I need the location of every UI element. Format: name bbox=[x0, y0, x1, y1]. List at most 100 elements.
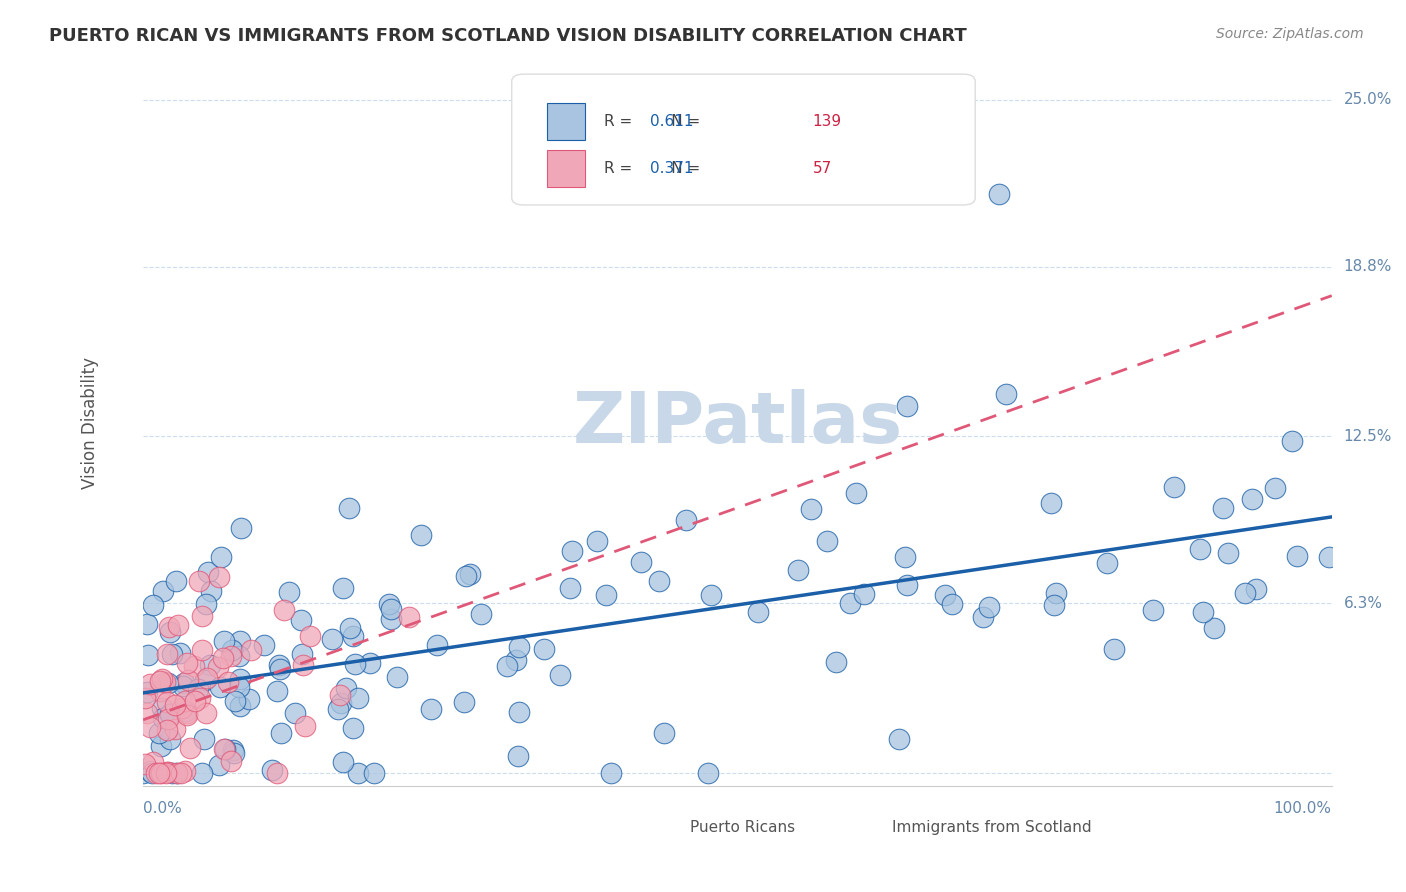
Point bbox=[228, 673, 250, 687]
Point bbox=[149, 684, 172, 698]
FancyBboxPatch shape bbox=[547, 151, 585, 186]
Point bbox=[176, 707, 198, 722]
Point bbox=[229, 633, 252, 648]
Point bbox=[1188, 542, 1211, 557]
Point bbox=[155, 694, 177, 708]
Point bbox=[160, 766, 183, 780]
Point bbox=[238, 692, 260, 706]
Point bbox=[179, 740, 201, 755]
FancyBboxPatch shape bbox=[648, 814, 682, 841]
Point bbox=[453, 695, 475, 709]
Point bbox=[470, 607, 492, 621]
Point bbox=[419, 702, 441, 716]
FancyBboxPatch shape bbox=[512, 74, 976, 205]
Point bbox=[329, 688, 352, 702]
Point bbox=[195, 671, 218, 685]
Point bbox=[208, 758, 231, 772]
Point bbox=[342, 629, 364, 643]
Point bbox=[337, 500, 360, 515]
Text: Vision Disability: Vision Disability bbox=[82, 357, 98, 489]
Point bbox=[342, 721, 364, 735]
Point bbox=[979, 600, 1001, 615]
Point bbox=[135, 617, 157, 632]
Point bbox=[200, 658, 222, 673]
Point bbox=[173, 764, 195, 778]
Point bbox=[221, 643, 243, 657]
Point bbox=[219, 754, 242, 768]
Point bbox=[170, 701, 193, 715]
Point bbox=[150, 673, 173, 687]
Point bbox=[1142, 603, 1164, 617]
Point bbox=[1281, 434, 1303, 449]
Point bbox=[174, 704, 197, 718]
Point bbox=[269, 657, 291, 672]
Point bbox=[346, 766, 368, 780]
Point bbox=[853, 587, 876, 601]
Point bbox=[343, 657, 366, 671]
Point bbox=[139, 676, 162, 690]
Point bbox=[148, 726, 170, 740]
Point bbox=[273, 603, 295, 617]
Point bbox=[839, 596, 862, 610]
Point bbox=[269, 662, 291, 676]
Text: 18.8%: 18.8% bbox=[1344, 260, 1392, 275]
Point bbox=[1218, 546, 1240, 560]
Point bbox=[253, 638, 276, 652]
Point bbox=[558, 582, 581, 596]
Point bbox=[934, 588, 956, 602]
Point bbox=[1043, 598, 1066, 612]
Point bbox=[165, 698, 187, 712]
Point bbox=[222, 746, 245, 760]
Point bbox=[321, 632, 343, 646]
FancyBboxPatch shape bbox=[547, 103, 585, 139]
Point bbox=[266, 684, 288, 698]
Point bbox=[193, 732, 215, 747]
Point bbox=[190, 643, 212, 657]
Point bbox=[228, 699, 250, 714]
Point bbox=[786, 563, 808, 577]
Point bbox=[194, 673, 217, 687]
Text: 0.0%: 0.0% bbox=[143, 801, 183, 816]
Point bbox=[217, 675, 239, 690]
Point bbox=[228, 649, 250, 664]
Point bbox=[585, 534, 607, 549]
Point bbox=[132, 766, 155, 780]
Point bbox=[496, 658, 519, 673]
Point bbox=[173, 693, 195, 707]
Point bbox=[398, 610, 420, 624]
Point bbox=[152, 583, 174, 598]
Point bbox=[209, 550, 232, 565]
Point bbox=[200, 583, 222, 598]
Point bbox=[169, 766, 191, 780]
Text: 6.3%: 6.3% bbox=[1344, 596, 1382, 611]
Point bbox=[1163, 480, 1185, 494]
Point bbox=[159, 624, 181, 639]
Point bbox=[157, 675, 180, 690]
Point bbox=[184, 694, 207, 708]
Point bbox=[290, 613, 312, 627]
Point bbox=[326, 702, 349, 716]
Point bbox=[191, 766, 214, 780]
Point bbox=[172, 679, 194, 693]
Point bbox=[941, 597, 963, 611]
Point bbox=[825, 655, 848, 669]
Point bbox=[595, 588, 617, 602]
Point bbox=[212, 633, 235, 648]
Point bbox=[278, 584, 301, 599]
Text: ZIPatlas: ZIPatlas bbox=[572, 389, 903, 458]
Point bbox=[145, 766, 167, 780]
Point bbox=[141, 766, 163, 780]
Point bbox=[266, 766, 288, 780]
Point bbox=[1102, 642, 1125, 657]
Point bbox=[363, 766, 385, 780]
Point bbox=[155, 766, 177, 780]
Point bbox=[149, 673, 172, 688]
Point bbox=[1264, 481, 1286, 495]
Text: Immigrants from Scotland: Immigrants from Scotland bbox=[891, 820, 1091, 835]
Point bbox=[173, 676, 195, 690]
Point bbox=[169, 646, 191, 660]
Point bbox=[506, 748, 529, 763]
Point bbox=[339, 621, 361, 635]
Point bbox=[229, 521, 252, 535]
Point bbox=[139, 720, 162, 734]
